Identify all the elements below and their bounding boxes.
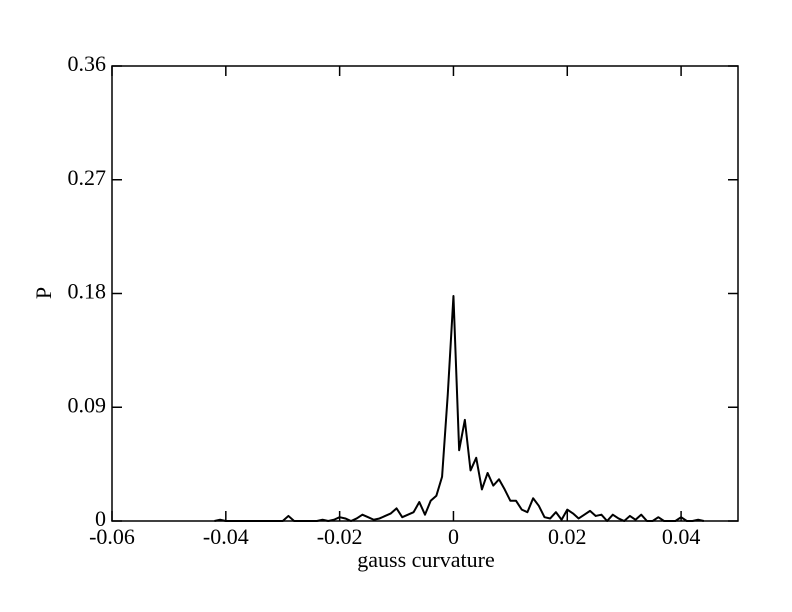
data-line xyxy=(214,295,705,522)
x-axis-label: gauss curvature xyxy=(357,547,494,572)
plot-frame xyxy=(111,65,739,522)
y-tick-label: 0.27 xyxy=(68,165,107,190)
x-tick-label: -0.06 xyxy=(89,524,135,549)
y-tick-label: 0 xyxy=(95,506,106,531)
y-tick-label: 0.18 xyxy=(68,279,107,304)
x-tick-label: 0 xyxy=(448,524,459,549)
y-tick-label: 0.09 xyxy=(68,392,107,417)
y-tick-label: 0.36 xyxy=(68,51,107,76)
x-tick-label: -0.02 xyxy=(317,524,363,549)
x-tick-label: 0.02 xyxy=(548,524,587,549)
x-tick-label: 0.04 xyxy=(662,524,701,549)
x-tick-label: -0.04 xyxy=(203,524,249,549)
y-axis-label: P xyxy=(31,287,56,299)
